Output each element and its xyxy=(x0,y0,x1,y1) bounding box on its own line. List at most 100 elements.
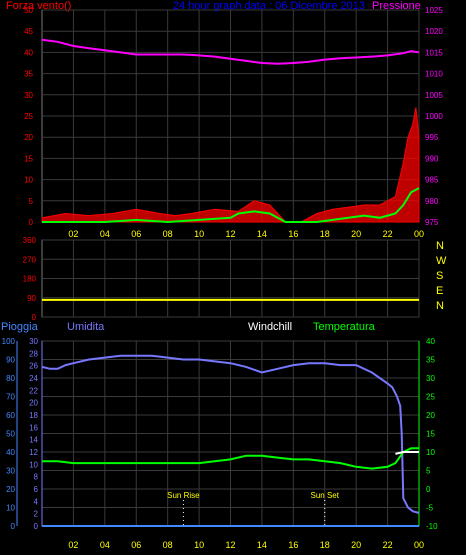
rain-y-tick: 70 xyxy=(6,393,15,402)
humidity-y-tick: 4 xyxy=(34,497,39,506)
pressure-y-tick: 1020 xyxy=(425,27,443,36)
compass-label: E xyxy=(436,285,443,297)
wind-y-tick: 30 xyxy=(24,91,33,100)
humidity-y-tick: 18 xyxy=(29,411,38,420)
wind-y-tick: 25 xyxy=(24,112,33,121)
temperature-y-tick: 35 xyxy=(426,356,435,365)
compass-label: N xyxy=(436,240,444,252)
wind-series xyxy=(41,38,420,224)
temp-x-tick: 10 xyxy=(194,540,204,550)
humidity-y-tick: 2 xyxy=(34,510,39,519)
wind-y-tick: 5 xyxy=(29,197,34,206)
direction-y-tick: 90 xyxy=(27,294,36,303)
wind-y-tick: 15 xyxy=(24,154,33,163)
sun-event-label: Sun Set xyxy=(311,491,340,500)
pressure-y-tick: 1025 xyxy=(425,6,443,15)
temp-x-tick: 20 xyxy=(351,540,361,550)
humidity-y-tick: 6 xyxy=(34,485,39,494)
pressure-y-tick: 985 xyxy=(425,176,439,185)
temperature-y-tick: -5 xyxy=(426,504,434,513)
temperature-y-tick: 10 xyxy=(426,448,435,457)
temperature-y-ticks: -10 -5 0 5 10 15 20 25 30 35 40 xyxy=(418,337,438,531)
rain-y-tick: 80 xyxy=(6,374,15,383)
temp-x-tick: 14 xyxy=(257,540,267,550)
rain-y-tick: 0 xyxy=(11,522,16,531)
humidity-y-tick: 12 xyxy=(29,448,38,457)
direction-y-tick: 0 xyxy=(32,313,37,322)
wind-x-tick: 00 xyxy=(414,229,424,239)
temp-x-ticks: 02 04 06 08 10 12 14 16 18 20 22 00 xyxy=(68,540,424,550)
temp-series xyxy=(41,354,420,527)
wind-axis-title: Forza vento() xyxy=(6,0,71,12)
temperature-y-tick: 30 xyxy=(426,374,435,383)
wind-y-tick: 45 xyxy=(24,27,33,36)
direction-grid xyxy=(42,239,420,318)
temp-grid xyxy=(42,340,420,527)
humidity-y-tick: 26 xyxy=(29,362,38,371)
pressure-y-tick: 990 xyxy=(425,154,439,163)
wind-y-tick: 50 xyxy=(24,6,33,15)
rain-y-ticks: 0 10 20 30 40 50 60 70 80 90 100 xyxy=(2,337,18,531)
humidity-y-tick: 28 xyxy=(29,349,38,358)
rain-y-tick: 100 xyxy=(2,337,16,346)
humidity-y-tick: 10 xyxy=(29,460,38,469)
direction-y-tick: 360 xyxy=(23,236,37,245)
pressure-y-tick: 1005 xyxy=(425,91,443,100)
wind-x-tick: 06 xyxy=(131,229,141,239)
wind-x-tick: 10 xyxy=(194,229,204,239)
humidity-y-tick: 0 xyxy=(34,522,39,531)
pressure-y-tick: 1010 xyxy=(425,70,443,79)
temperature-line xyxy=(42,447,419,470)
wind-y-tick: 40 xyxy=(24,48,33,57)
temp-x-tick: 12 xyxy=(225,540,235,550)
wind-x-tick: 16 xyxy=(288,229,298,239)
humidity-y-tick: 20 xyxy=(29,399,38,408)
wind-y-tick: 10 xyxy=(24,176,33,185)
temp-x-tick: 06 xyxy=(131,540,141,550)
humidity-y-tick: 14 xyxy=(29,436,38,445)
pressure-axis-title: Pressione xyxy=(372,0,421,12)
pressure-y-tick: 980 xyxy=(425,197,439,206)
compass-label: N xyxy=(436,300,444,312)
direction-y-tick: 180 xyxy=(23,275,37,284)
wind-x-tick: 04 xyxy=(100,229,110,239)
temp-x-tick: 08 xyxy=(163,540,173,550)
pressure-line xyxy=(41,38,420,65)
rain-y-tick: 30 xyxy=(6,467,15,476)
pressure-y-tick: 995 xyxy=(425,133,439,142)
wind-x-ticks: 02 04 06 08 10 12 14 16 18 20 22 00 xyxy=(68,229,424,239)
temp-x-tick: 02 xyxy=(68,540,78,550)
humidity-y-tick: 16 xyxy=(29,423,38,432)
temperature-y-tick: -10 xyxy=(426,522,438,531)
sun-event-label: Sun Rise xyxy=(167,491,200,500)
rain-y-tick: 10 xyxy=(6,504,15,513)
rain-y-tick: 20 xyxy=(6,485,15,494)
temperature-y-tick: 40 xyxy=(426,337,435,346)
windchill-line xyxy=(395,451,419,455)
direction-y-ticks: 0 90 180 270 360 xyxy=(23,236,37,322)
temp-x-tick: 18 xyxy=(320,540,330,550)
temp-x-tick: 22 xyxy=(383,540,393,550)
compass-label: W xyxy=(436,255,447,267)
wind-x-tick: 20 xyxy=(351,229,361,239)
temperature-axis-title: Temperatura xyxy=(313,321,376,333)
humidity-line xyxy=(41,354,420,514)
sun-events: Sun Rise Sun Set xyxy=(167,491,340,526)
humidity-y-tick: 30 xyxy=(29,337,38,346)
rain-y-tick: 50 xyxy=(6,430,15,439)
rain-y-tick: 40 xyxy=(6,448,15,457)
rain-axis-title: Pioggia xyxy=(1,321,39,333)
temp-x-tick: 00 xyxy=(414,540,424,550)
rain-y-tick: 60 xyxy=(6,411,15,420)
wind-y-tick: 0 xyxy=(29,218,34,227)
temp-x-tick: 04 xyxy=(100,540,110,550)
compass-label: S xyxy=(436,270,443,282)
wind-x-tick: 22 xyxy=(383,229,393,239)
temperature-y-tick: 0 xyxy=(426,485,431,494)
wind-y-ticks: 0 5 10 15 20 25 30 35 40 45 50 xyxy=(24,6,33,227)
chart-title: 24 hour graph data : 06 Dicembre 2013 xyxy=(173,0,365,12)
wind-gust-line xyxy=(42,187,420,224)
humidity-y-tick: 8 xyxy=(34,473,39,482)
